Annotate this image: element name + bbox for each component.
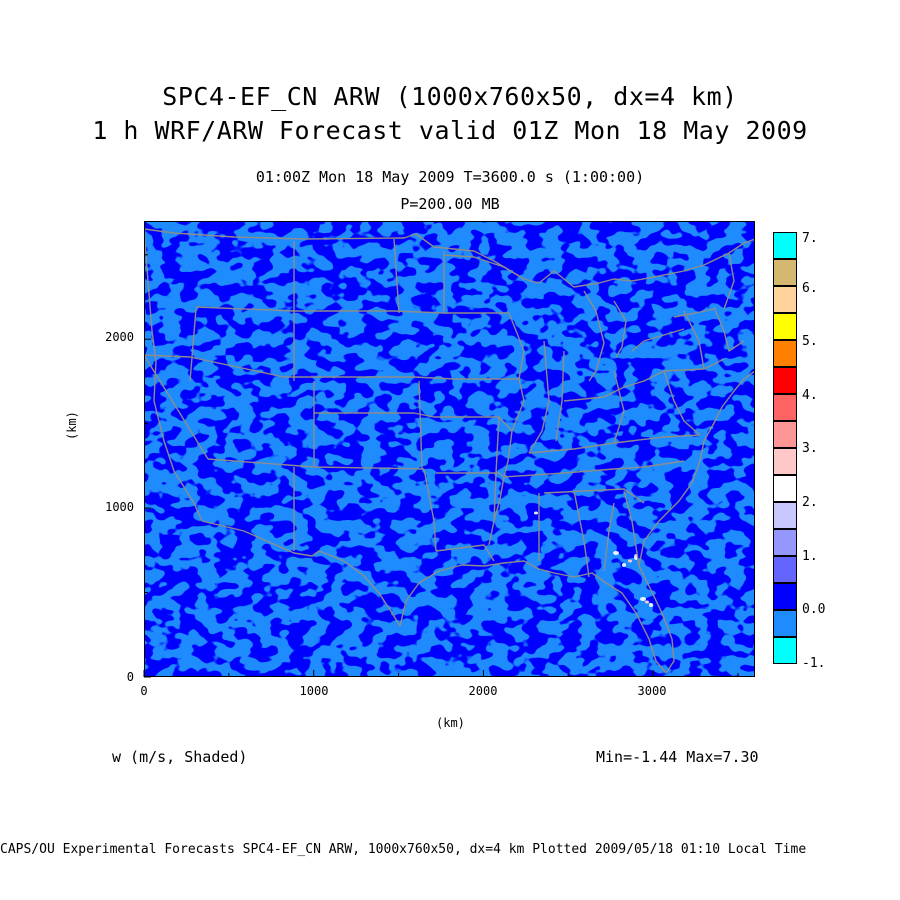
plot-title-line1: SPC4-EF_CN ARW (1000x760x50, dx=4 km)	[162, 82, 738, 111]
colorbar-segment	[773, 637, 797, 664]
x-axis-label: (km)	[436, 716, 465, 730]
colorbar-label-3: 3.	[802, 441, 818, 456]
colorbar-segment	[773, 367, 797, 394]
colorbar-label-1: 1.	[802, 549, 818, 564]
plot-frame	[144, 221, 755, 677]
color-bar	[773, 232, 797, 664]
colorbar-segment	[773, 556, 797, 583]
strong-updraft-cells	[534, 511, 653, 607]
colorbar-label-2: 2.	[802, 495, 818, 510]
colorbar-segment	[773, 502, 797, 529]
colorbar-segment	[773, 448, 797, 475]
min-max-values: Min=-1.44 Max=7.30	[596, 748, 759, 766]
valid-time-info: 01:00Z Mon 18 May 2009 T=3600.0 s (1:00:…	[255, 168, 645, 186]
colorbar-segment	[773, 232, 797, 259]
colorbar-segment	[773, 610, 797, 637]
strong-updraft-cells-pink	[628, 559, 649, 604]
y-axis-label: (km)	[65, 411, 79, 440]
y-tick-0: 0	[126, 670, 134, 684]
colorbar-label-6: 6.	[802, 281, 818, 296]
updraft-pattern	[144, 221, 755, 677]
x-tick-2000: 2000	[468, 684, 498, 698]
pressure-level: P=200.00 MB	[400, 195, 500, 213]
y-tick-1000: 1000	[105, 500, 134, 514]
variable-label: w (m/s, Shaded)	[112, 748, 248, 766]
colorbar-label-neg1: -1.	[802, 656, 826, 671]
x-tick-1000: 1000	[299, 684, 329, 698]
plot-title-line2: 1 h WRF/ARW Forecast valid 01Z Mon 18 Ma…	[92, 116, 808, 145]
colorbar-segment	[773, 313, 797, 340]
colorbar-segment	[773, 340, 797, 367]
colorbar-segment	[773, 394, 797, 421]
colorbar-label-0: 0.0	[802, 602, 826, 617]
colorbar-segment	[773, 583, 797, 610]
colorbar-label-5: 5.	[802, 334, 818, 349]
colorbar-segment	[773, 475, 797, 502]
footer-credits: CAPS/OU Experimental Forecasts SPC4-EF_C…	[0, 842, 807, 857]
y-tick-2000: 2000	[105, 330, 134, 344]
x-tick-0: 0	[140, 684, 148, 698]
colorbar-label-4: 4.	[802, 388, 818, 403]
political-boundaries	[144, 228, 755, 674]
colorbar-label-7: 7.	[802, 231, 818, 246]
colorbar-segment	[773, 529, 797, 556]
x-tick-3000: 3000	[637, 684, 667, 698]
colorbar-segment	[773, 286, 797, 313]
vertical-velocity-map	[144, 221, 755, 677]
colorbar-segment	[773, 259, 797, 286]
colorbar-segment	[773, 421, 797, 448]
